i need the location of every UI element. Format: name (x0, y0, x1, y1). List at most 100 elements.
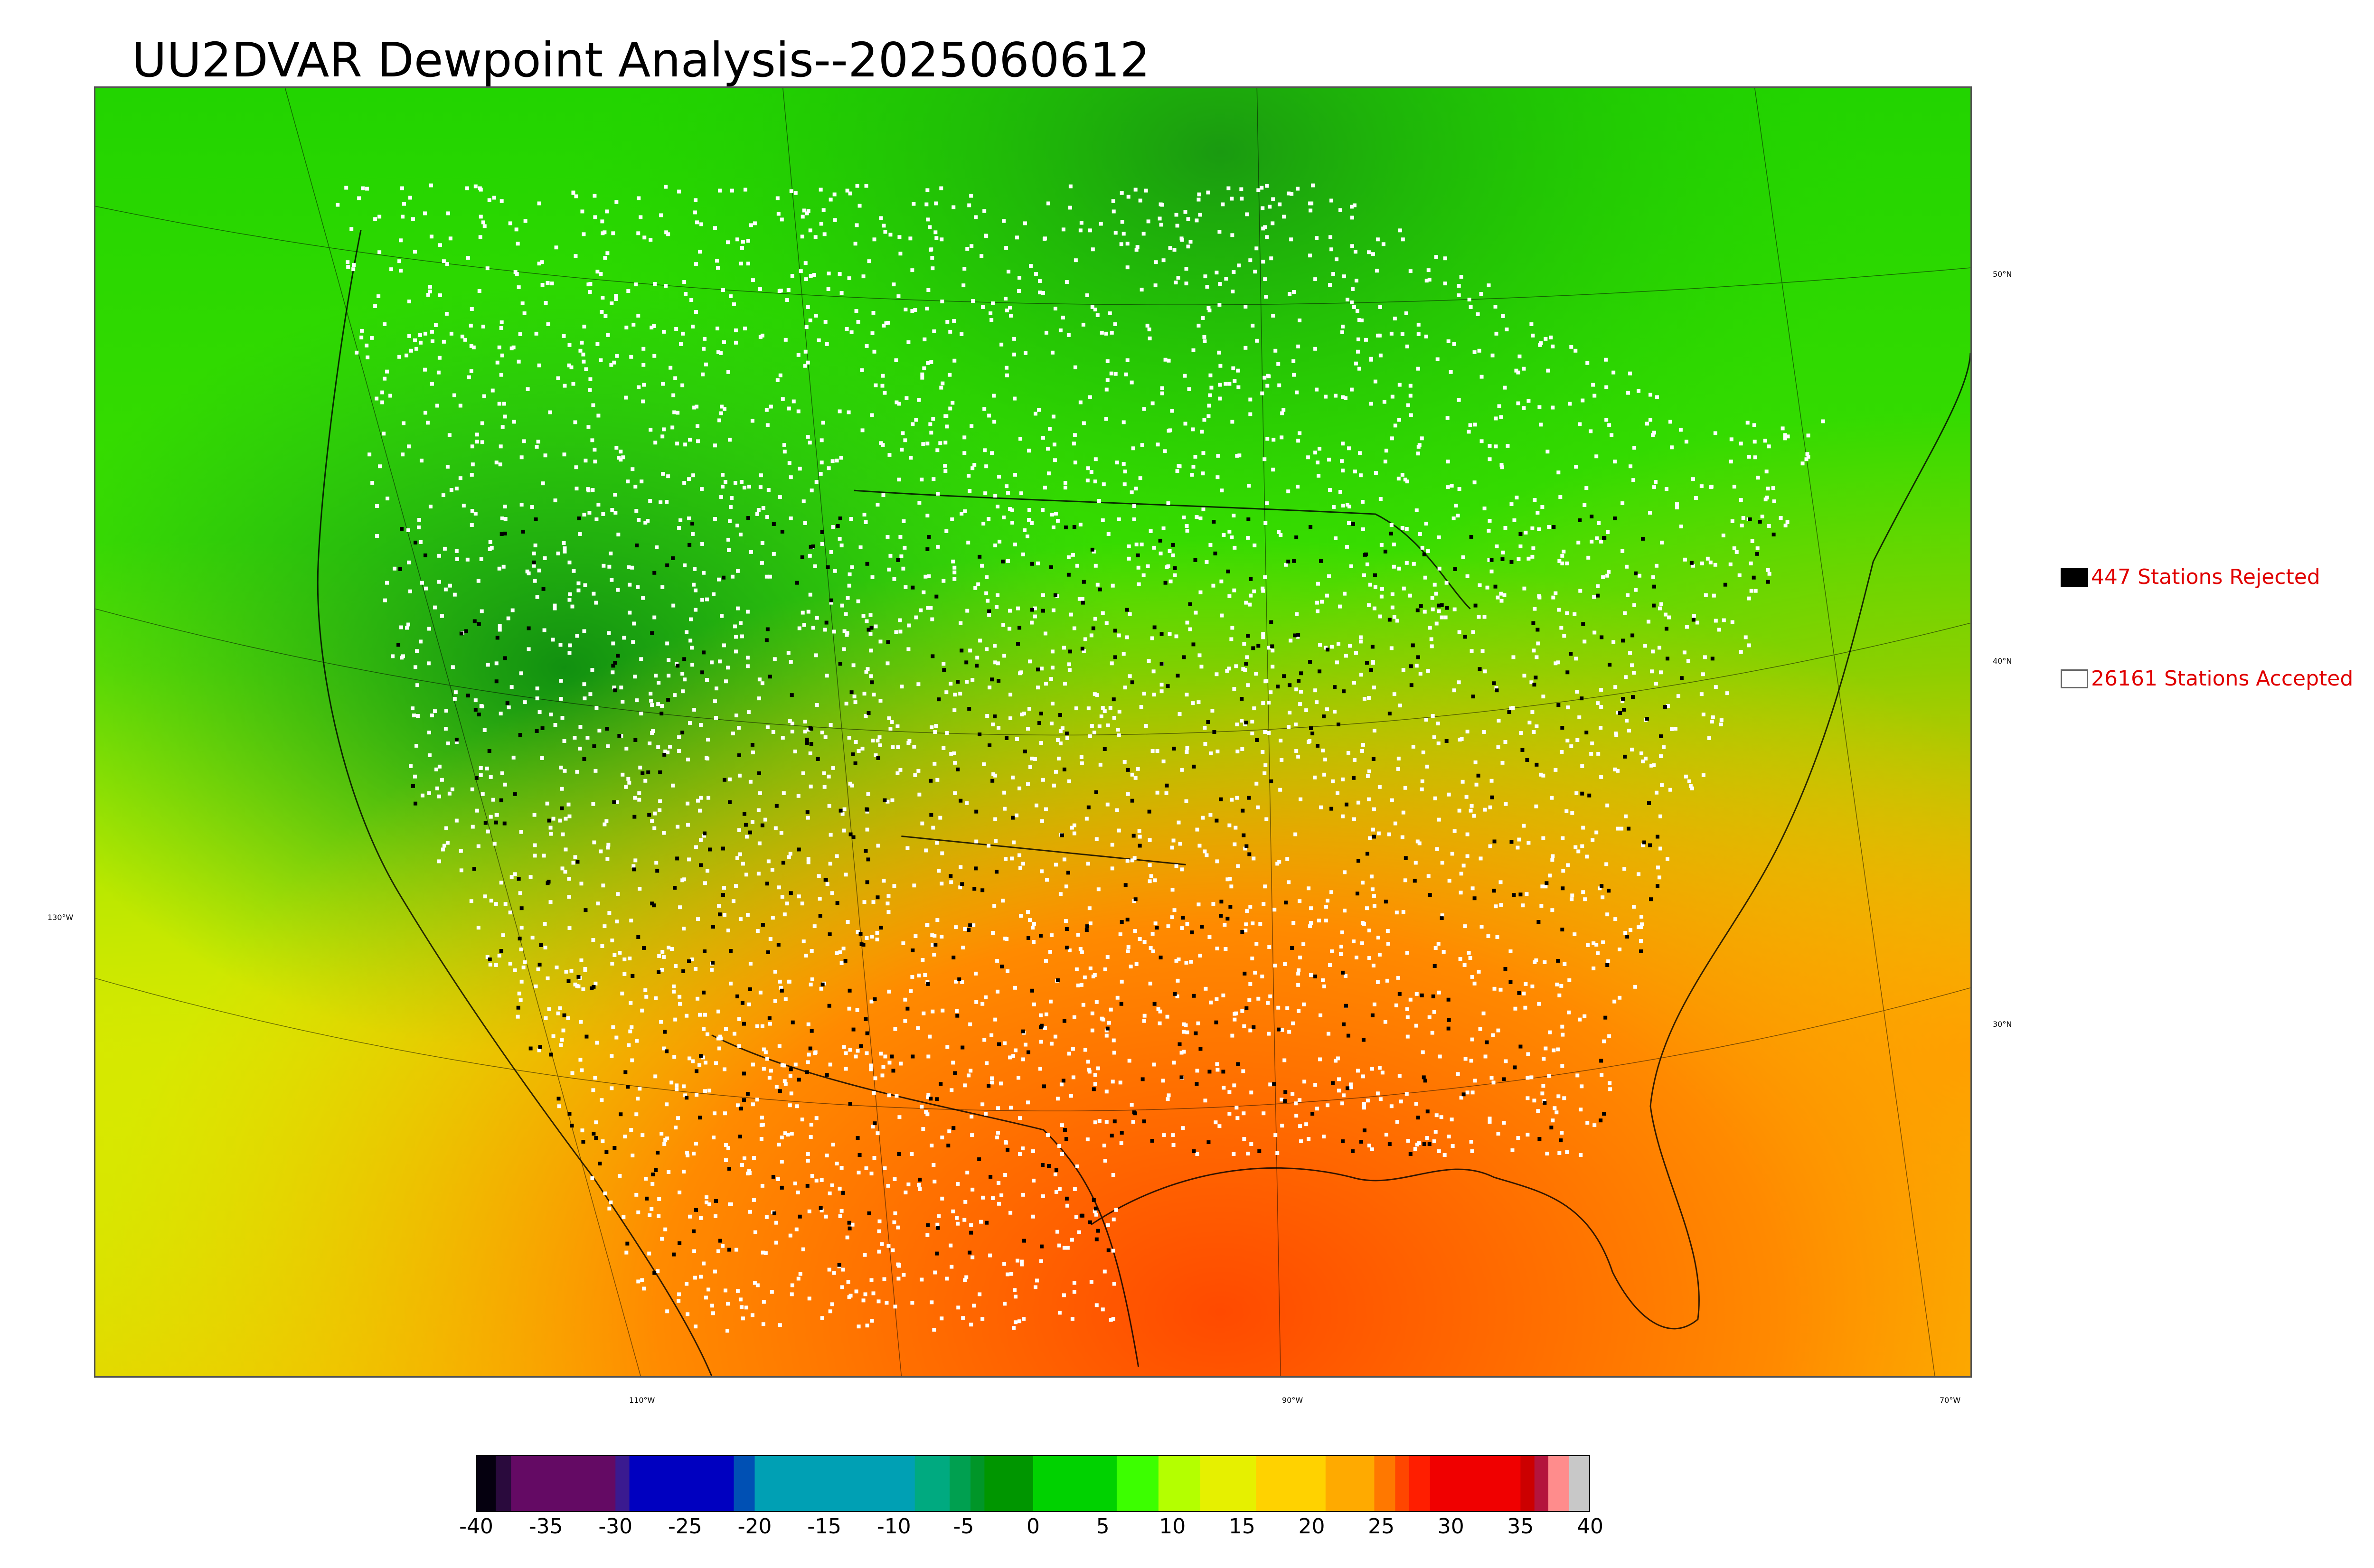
accepted-station-dot (1663, 612, 1667, 617)
accepted-station-dot (582, 629, 586, 633)
accepted-station-dot (452, 697, 457, 701)
accepted-station-dot (1479, 375, 1484, 379)
accepted-station-dot (1599, 539, 1603, 544)
accepted-station-dot (1545, 450, 1550, 454)
accepted-station-dot (951, 205, 956, 209)
accepted-station-dot (1064, 884, 1068, 889)
accepted-station-dot (595, 1041, 599, 1045)
accepted-station-dot (865, 344, 869, 348)
accepted-station-dot (1465, 730, 1470, 733)
accepted-station-dot (942, 579, 946, 583)
accepted-station-dot (774, 1085, 779, 1089)
accepted-station-dot (479, 766, 483, 770)
accepted-station-dot (1028, 918, 1032, 922)
accepted-station-dot (1405, 479, 1409, 484)
accepted-label: 26161 Stations Accepted (2091, 667, 2354, 691)
accepted-station-dot (835, 459, 839, 463)
colorbar-segment (914, 1455, 950, 1512)
accepted-station-dot (722, 913, 726, 917)
accepted-station-dot (907, 623, 911, 628)
rejected-station-dot (1001, 559, 1005, 563)
accepted-station-dot (373, 304, 377, 308)
accepted-station-dot (1658, 670, 1663, 675)
accepted-station-dot (1443, 282, 1447, 286)
accepted-station-dot (979, 1220, 983, 1224)
accepted-station-dot (1104, 331, 1108, 336)
accepted-station-dot (996, 1106, 1000, 1110)
accepted-station-dot (1427, 1015, 1432, 1019)
accepted-station-dot (940, 300, 944, 303)
accepted-station-dot (1639, 925, 1643, 930)
rejected-station-dot (960, 882, 964, 886)
accepted-station-dot (1578, 422, 1582, 426)
accepted-station-dot (1620, 826, 1624, 831)
rejected-station-dot (1091, 626, 1095, 630)
dewpoint-map[interactable] (94, 86, 1972, 1378)
accepted-station-dot (702, 1261, 706, 1266)
accepted-station-dot (471, 345, 476, 349)
rejected-station-dot (537, 962, 542, 967)
rejected-station-dot (1513, 1065, 1517, 1070)
accepted-station-dot (1623, 931, 1628, 935)
accepted-station-dot (797, 626, 801, 630)
accepted-station-dot (1073, 460, 1077, 465)
accepted-station-dot (806, 209, 810, 213)
accepted-station-dot (903, 997, 907, 1002)
accepted-station-dot (734, 1248, 738, 1252)
accepted-station-dot (1729, 460, 1733, 464)
accepted-station-dot (1291, 921, 1296, 925)
accepted-station-dot (1510, 1148, 1515, 1153)
rejected-station-dot (935, 1251, 939, 1256)
accepted-station-dot (835, 1161, 839, 1165)
accepted-station-dot (742, 486, 746, 490)
accepted-station-dot (1146, 219, 1150, 224)
accepted-station-dot (1557, 608, 1561, 612)
accepted-station-dot (1649, 393, 1653, 397)
rejected-station-dot (964, 660, 969, 665)
accepted-station-dot (523, 960, 527, 964)
accepted-station-dot (696, 917, 700, 921)
accepted-station-dot (821, 421, 825, 425)
accepted-station-dot (1452, 607, 1457, 611)
accepted-station-dot (892, 884, 896, 888)
accepted-station-dot (783, 1131, 787, 1136)
rejected-station-dot (652, 571, 657, 575)
accepted-station-dot (1652, 485, 1657, 489)
accepted-station-dot (687, 857, 691, 862)
accepted-station-dot (1332, 505, 1336, 509)
accepted-station-dot (607, 564, 612, 569)
accepted-station-dot (779, 831, 783, 835)
accepted-station-dot (594, 769, 598, 773)
rejected-station-dot (1425, 1109, 1430, 1114)
accepted-station-dot (680, 383, 685, 387)
accepted-station-dot (895, 400, 899, 404)
accepted-station-dot (1396, 767, 1400, 771)
rejected-station-dot (1384, 900, 1388, 904)
accepted-station-dot (1190, 473, 1194, 477)
rejected-station-dot (1192, 764, 1196, 769)
accepted-station-dot (517, 359, 521, 364)
accepted-station-dot (652, 354, 657, 358)
accepted-station-dot (1486, 934, 1490, 939)
accepted-station-dot (1394, 1003, 1398, 1007)
rejected-station-dot (995, 870, 999, 874)
accepted-station-dot (627, 565, 631, 569)
accepted-station-dot (669, 1080, 674, 1085)
rejected-station-dot (499, 798, 503, 802)
accepted-station-dot (508, 221, 512, 225)
rejected-station-dot (805, 1183, 810, 1188)
accepted-station-dot (1523, 1005, 1527, 1010)
accepted-station-dot (607, 1206, 612, 1211)
accepted-station-dot (996, 505, 1000, 509)
accepted-station-dot (658, 799, 662, 803)
rejected-station-dot (968, 923, 972, 928)
accepted-station-dot (714, 1061, 718, 1065)
accepted-station-dot (1437, 817, 1441, 822)
rejected-station-dot (665, 563, 669, 567)
accepted-station-dot (789, 660, 793, 664)
accepted-station-dot (1573, 348, 1578, 353)
accepted-station-dot (1015, 235, 1019, 240)
accepted-station-dot (721, 288, 725, 292)
accepted-station-dot (1287, 725, 1291, 729)
accepted-station-dot (1298, 1098, 1302, 1102)
